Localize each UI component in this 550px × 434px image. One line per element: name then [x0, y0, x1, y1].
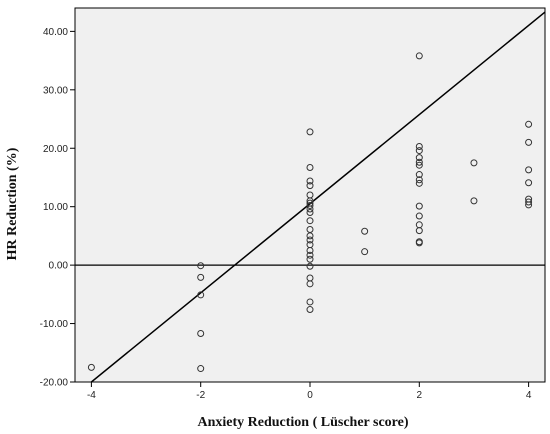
data-point [306, 280, 314, 288]
y-tick-label: -20.00 [40, 378, 69, 389]
y-tick-label: -10.00 [40, 319, 69, 330]
y-tick-label: 0.00 [49, 261, 69, 272]
y-tick-label: 10.00 [43, 202, 68, 213]
data-point [525, 198, 533, 206]
data-point [525, 201, 533, 209]
data-point [306, 236, 314, 244]
data-point [415, 154, 423, 162]
data-point [87, 363, 95, 371]
data-point [525, 166, 533, 174]
x-tick-label: -2 [196, 390, 205, 401]
y-axis: -20.00 -10.00 0.00 10.00 20.00 30.00 40.00 [40, 27, 75, 389]
data-point [415, 212, 423, 220]
data-point [415, 239, 423, 247]
data-point [361, 227, 369, 235]
data-point [306, 205, 314, 213]
data-point [306, 232, 314, 240]
data-point [415, 176, 423, 184]
data-point [306, 306, 314, 314]
data-point [525, 179, 533, 187]
data-point [306, 177, 314, 185]
data-point [197, 329, 205, 337]
plot-background [74, 7, 546, 383]
data-point [415, 161, 423, 169]
data-point [415, 171, 423, 179]
x-tick-label: 0 [307, 390, 313, 401]
data-point [306, 209, 314, 217]
data-point [415, 202, 423, 210]
data-point [415, 52, 423, 60]
data-point [306, 164, 314, 172]
y-axis-title: HR Reduction (%) [5, 147, 20, 260]
y-tick-label: 30.00 [43, 85, 68, 96]
data-point [525, 120, 533, 128]
x-axis-title: Anxiety Reduction ( Lüscher score) [197, 415, 408, 430]
data-point [415, 227, 423, 235]
data-point [415, 158, 423, 166]
x-tick-label: 4 [526, 390, 532, 401]
y-tick-label: 20.00 [43, 144, 68, 155]
data-point [306, 217, 314, 225]
data-point [306, 128, 314, 136]
data-point [470, 197, 478, 205]
data-point [415, 142, 423, 150]
data-point [415, 147, 423, 155]
data-point [361, 248, 369, 256]
data-point [470, 159, 478, 167]
data-point [197, 273, 205, 281]
data-point [306, 251, 314, 259]
data-point [306, 262, 314, 270]
data-points [87, 52, 533, 373]
x-axis: -4 -2 0 2 4 [87, 382, 532, 401]
data-point [306, 202, 314, 210]
data-point [306, 298, 314, 306]
data-point [415, 179, 423, 187]
data-point [197, 262, 205, 270]
data-point [306, 197, 314, 205]
y-tick-label: 40.00 [43, 27, 68, 38]
data-point [197, 291, 205, 299]
data-point [306, 255, 314, 263]
x-tick-label: -4 [87, 390, 96, 401]
data-point [306, 182, 314, 190]
x-tick-label: 2 [417, 390, 423, 401]
regression-line [90, 11, 546, 383]
data-point [306, 247, 314, 255]
data-point [525, 138, 533, 146]
data-point [197, 365, 205, 373]
